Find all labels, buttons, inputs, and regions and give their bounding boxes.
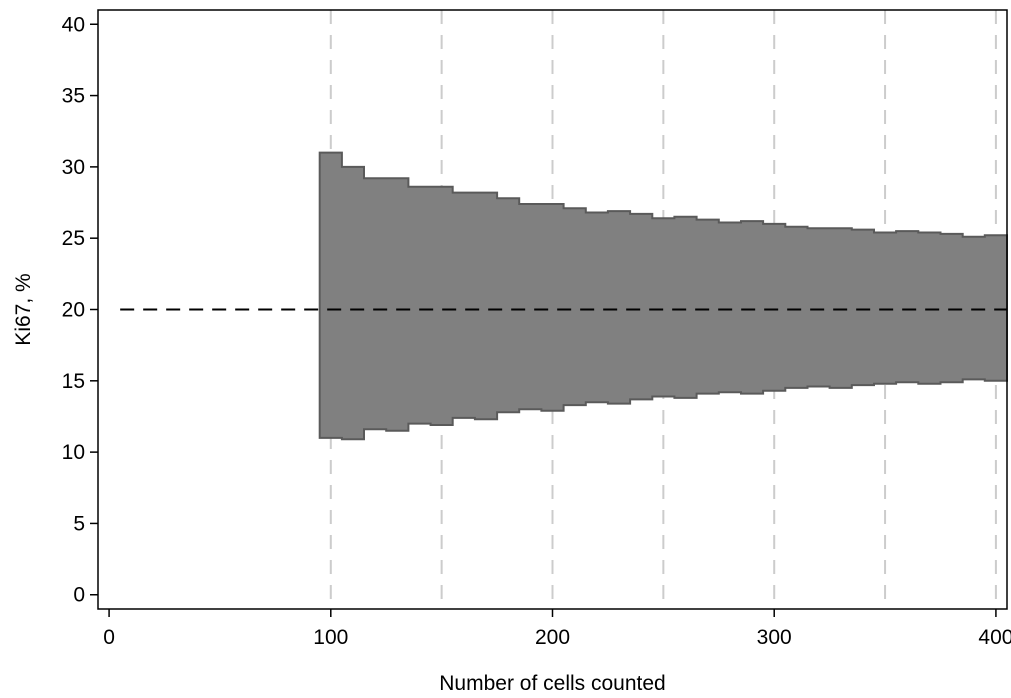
y-tick-label-40: 40 [62, 13, 85, 36]
y-tick-label-35: 35 [62, 85, 85, 108]
y-tick-label-5: 5 [73, 512, 85, 535]
x-tick-label-300: 300 [757, 626, 792, 649]
x-tick-label-400: 400 [978, 626, 1011, 649]
y-tick-label-20: 20 [62, 299, 85, 322]
y-tick-label-30: 30 [62, 156, 85, 179]
confidence-band [318, 151, 1008, 441]
x-tick-label-0: 0 [103, 626, 115, 649]
x-axis-title: Number of cells counted [439, 672, 665, 695]
x-tick-label-100: 100 [313, 626, 348, 649]
x-tick-label-200: 200 [535, 626, 570, 649]
y-tick-label-15: 15 [62, 370, 85, 393]
y-tick-label-10: 10 [62, 441, 85, 464]
y-tick-label-0: 0 [73, 584, 85, 607]
y-tick-label-25: 25 [62, 227, 85, 250]
y-axis-title: Ki67, % [12, 273, 35, 345]
